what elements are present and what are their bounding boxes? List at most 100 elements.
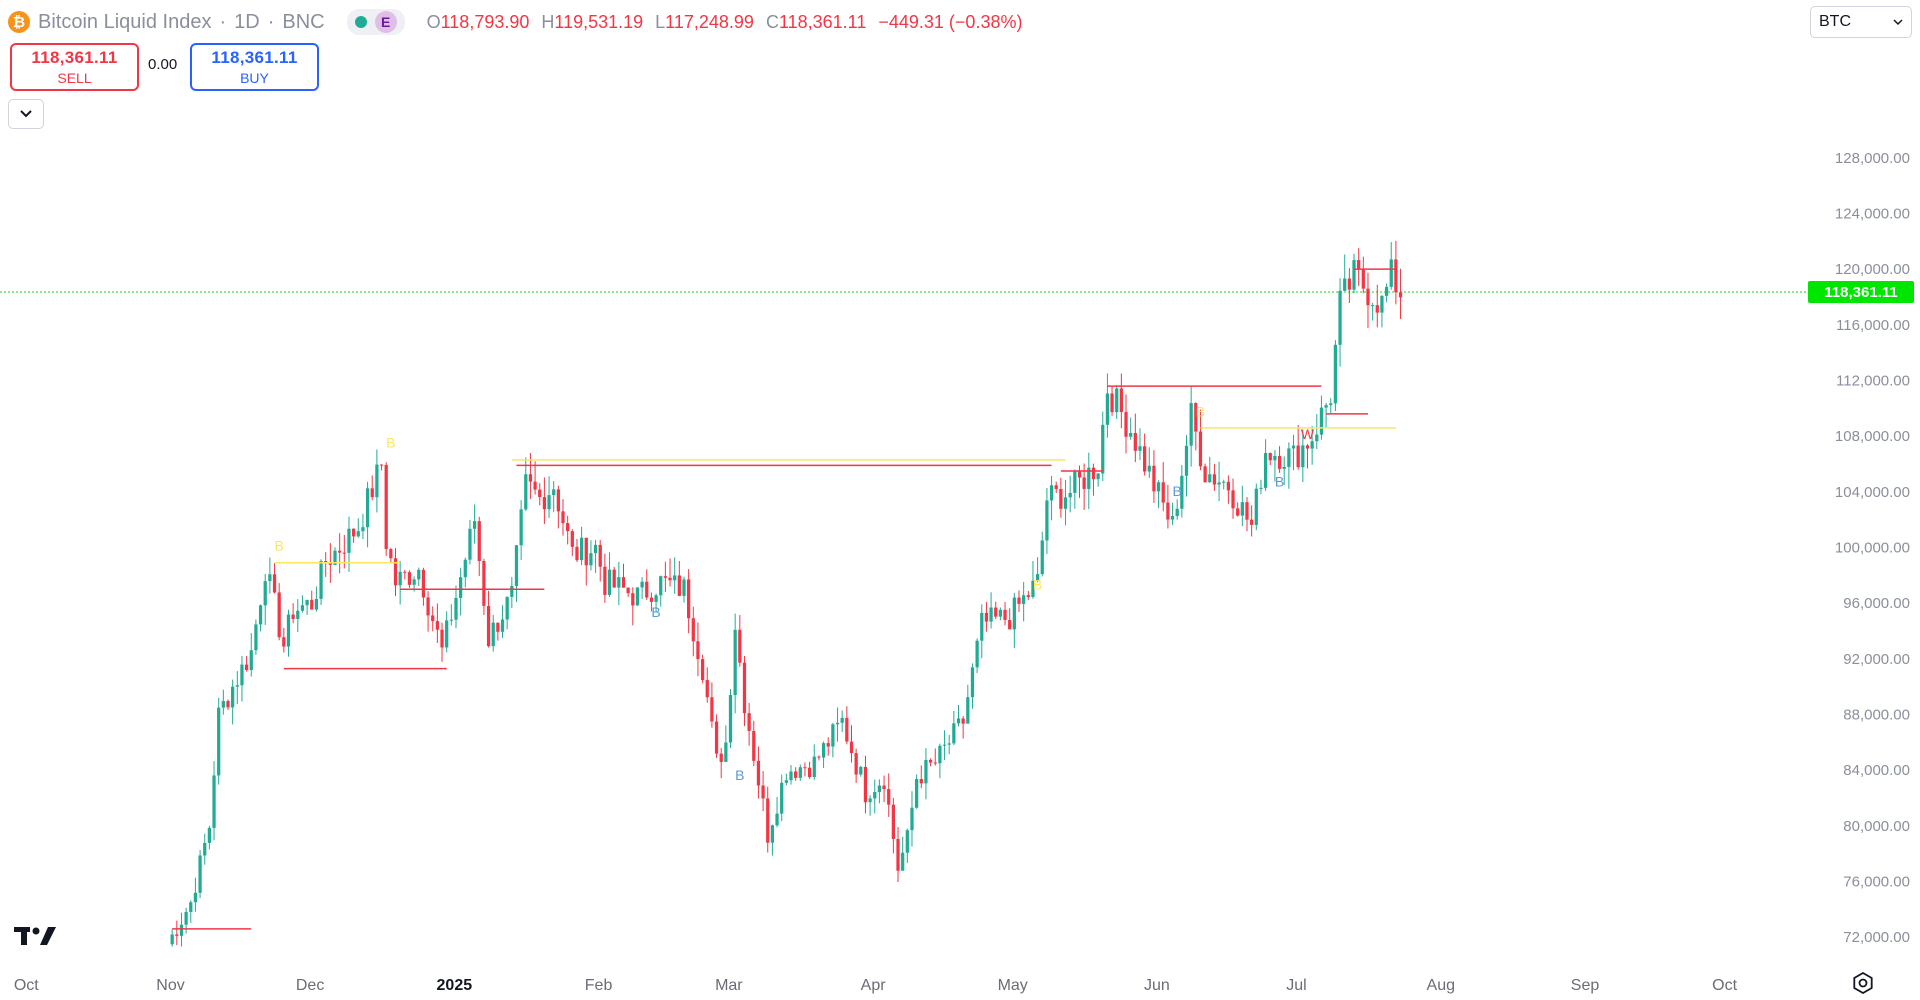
x-tick-label: Oct [1712, 977, 1737, 994]
x-tick-label: Oct [14, 977, 39, 994]
symbol-title[interactable]: Bitcoin Liquid Index [38, 10, 212, 33]
candle-body [263, 581, 267, 606]
y-tick-label: 76,000.00 [1843, 874, 1910, 891]
x-tick-label: Aug [1427, 977, 1455, 994]
collapse-button[interactable] [8, 99, 44, 129]
candle-body [1045, 500, 1049, 541]
interval-label[interactable]: 1D [234, 10, 260, 33]
candle-body [324, 561, 328, 564]
candle-body [1110, 393, 1114, 413]
buy-label: BUY [240, 70, 269, 86]
candle-body [1338, 290, 1342, 345]
candle-body [1212, 474, 1217, 485]
ohlc-values: O118,793.90 H119,531.19 L117,248.99 C118… [427, 12, 1023, 33]
candle-body [175, 934, 179, 936]
exchange-label: BNC [282, 10, 325, 33]
x-tick-label: Dec [296, 977, 324, 994]
x-tick-label: Jun [1144, 977, 1170, 994]
candle-body [1194, 403, 1198, 432]
candle-body [1296, 445, 1300, 468]
candle-body [910, 807, 914, 831]
candle-body [375, 464, 379, 498]
candle-body [244, 664, 249, 670]
y-tick-label: 96,000.00 [1843, 595, 1910, 612]
candle-body [412, 579, 416, 585]
tradingview-logo-icon[interactable] [14, 924, 58, 948]
candle-body [217, 707, 221, 776]
time-axis[interactable]: Oct Nov Dec 2025 Feb Mar Apr May Jun Jul Aug Sep Oct [14, 977, 1738, 994]
candle-body [417, 569, 421, 580]
candle-body [1180, 475, 1184, 509]
candle-body [361, 527, 365, 532]
candle-body [514, 545, 519, 586]
candle-body [942, 744, 947, 746]
candle-body [207, 827, 212, 843]
candle-body [668, 577, 672, 581]
title-separator: · [219, 10, 227, 33]
candle-body [705, 680, 709, 698]
candle-body [1231, 490, 1235, 509]
candle-body [1370, 305, 1375, 307]
candle-body [980, 612, 984, 641]
candle-body [738, 629, 742, 663]
candle-body [654, 595, 658, 602]
candle-body [407, 572, 412, 585]
candle-body [1138, 446, 1142, 451]
candle-body [640, 581, 644, 588]
candle-body [873, 792, 877, 799]
candle-body [454, 597, 458, 620]
candle-body [617, 577, 621, 588]
candle-body [1035, 574, 1040, 581]
candles-layer [170, 240, 1403, 947]
candle-body [435, 621, 440, 630]
buy-price: 118,361.11 [211, 48, 298, 67]
settings-gear-icon[interactable] [1852, 972, 1874, 994]
candle-body [291, 614, 295, 619]
candle-body [231, 686, 235, 708]
candle-body [1384, 286, 1389, 296]
candle-body [1263, 453, 1268, 488]
candle-body [905, 830, 909, 853]
levels-layer [172, 268, 1396, 930]
currency-select[interactable]: BTC [1810, 6, 1912, 38]
candle-body [459, 577, 463, 598]
y-tick-label: 84,000.00 [1843, 762, 1910, 779]
market-status-pill[interactable]: E [346, 9, 405, 35]
sell-button[interactable]: 118,361.11 SELL [10, 43, 139, 91]
y-tick-label: 128,000.00 [1835, 150, 1910, 167]
candle-body [268, 574, 272, 582]
buy-button[interactable]: 118,361.11 BUY [190, 43, 319, 91]
chevron-down-icon [20, 110, 32, 118]
candle-body [1389, 259, 1393, 287]
candle-body [1333, 344, 1338, 404]
candle-body [714, 721, 719, 754]
candle-body [1347, 278, 1351, 290]
candle-body [742, 662, 747, 714]
candle-body [970, 667, 975, 698]
candle-body [1031, 580, 1035, 598]
market-open-dot-icon [354, 16, 367, 28]
candle-body [849, 741, 854, 754]
candle-body [593, 544, 598, 554]
price-axis[interactable]: 72,000.00 76,000.00 80,000.00 84,000.00 88,0… [1835, 150, 1910, 946]
symbol-header: ₿ Bitcoin Liquid Index · 1D · BNC E O118… [8, 8, 1022, 36]
candle-body [1091, 467, 1096, 480]
candle-body [282, 637, 286, 647]
candle-body [556, 489, 560, 512]
candle-body [677, 575, 681, 596]
earnings-badge[interactable]: E [374, 11, 397, 33]
candle-body [687, 579, 691, 619]
candle-body [449, 619, 453, 621]
x-tick-label: Feb [585, 977, 613, 994]
candle-body [882, 785, 886, 790]
candle-body [277, 592, 281, 638]
candle-body [351, 528, 356, 537]
candle-body [1012, 597, 1016, 630]
candle-body [1184, 445, 1189, 476]
candle-body [524, 474, 528, 510]
sell-price: 118,361.11 [31, 48, 118, 67]
candle-body [1017, 597, 1021, 604]
candle-body [1129, 432, 1133, 437]
candle-body [1059, 488, 1063, 509]
